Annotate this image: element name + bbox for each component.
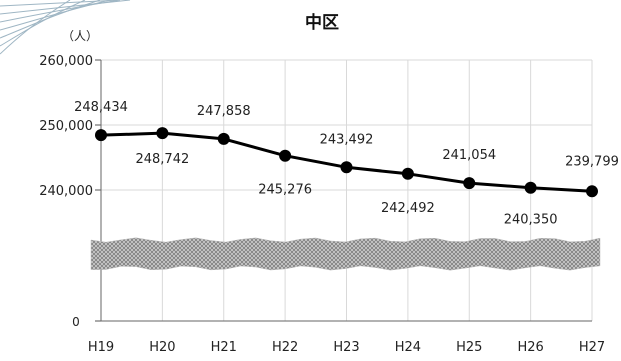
x-tick-label: H26 xyxy=(517,340,543,355)
data-value-label: 242,492 xyxy=(381,201,435,216)
data-value-label: 243,492 xyxy=(320,132,374,147)
x-tick-label: H25 xyxy=(456,340,482,355)
data-point-marker xyxy=(586,185,598,198)
x-tick-labels: H19 H20 H21 H22 H23 H24 H25 H26 H27 xyxy=(88,340,605,355)
data-point-marker xyxy=(95,129,107,142)
data-value-label: 239,799 xyxy=(565,154,619,169)
data-point-marker xyxy=(156,127,169,140)
data-markers xyxy=(95,127,598,198)
data-value-label: 241,054 xyxy=(442,148,496,163)
data-value-label: 240,350 xyxy=(504,213,558,228)
data-point-marker xyxy=(279,149,292,162)
data-point-marker xyxy=(340,161,353,174)
y-tick-label: 0 xyxy=(72,315,80,329)
data-value-label: 248,434 xyxy=(74,100,128,115)
decorative-wave-lines xyxy=(0,0,131,55)
y-tick-labels: 0 240,000 250,000 260,000 xyxy=(39,54,93,329)
x-tick-label: H20 xyxy=(149,340,175,355)
x-tick-label: H19 xyxy=(88,340,114,355)
x-tick-label: H27 xyxy=(579,340,605,355)
data-value-label: 247,858 xyxy=(197,104,251,119)
x-tick-label: H23 xyxy=(333,340,359,355)
y-tick-label: 260,000 xyxy=(39,54,93,69)
data-value-label: 248,742 xyxy=(135,152,189,167)
x-tick-label: H24 xyxy=(395,340,421,355)
data-point-marker xyxy=(401,167,414,180)
data-point-marker xyxy=(217,132,230,145)
data-value-label: 245,276 xyxy=(258,183,312,198)
axis-break-band xyxy=(90,237,601,271)
y-tick-label: 240,000 xyxy=(39,184,93,199)
axes xyxy=(95,59,592,322)
y-tick-label: 250,000 xyxy=(39,119,93,134)
x-tick-label: H22 xyxy=(272,340,298,355)
data-point-marker xyxy=(524,181,537,194)
y-axis-unit-label: （人） xyxy=(62,29,98,43)
x-tick-label: H21 xyxy=(211,340,237,355)
chart-title: 中区 xyxy=(305,12,339,33)
gridlines xyxy=(101,59,593,321)
break-band xyxy=(90,237,601,271)
data-point-marker xyxy=(463,177,476,190)
data-labels: 248,434 248,742 247,858 245,276 243,492 242,4… xyxy=(74,100,619,228)
